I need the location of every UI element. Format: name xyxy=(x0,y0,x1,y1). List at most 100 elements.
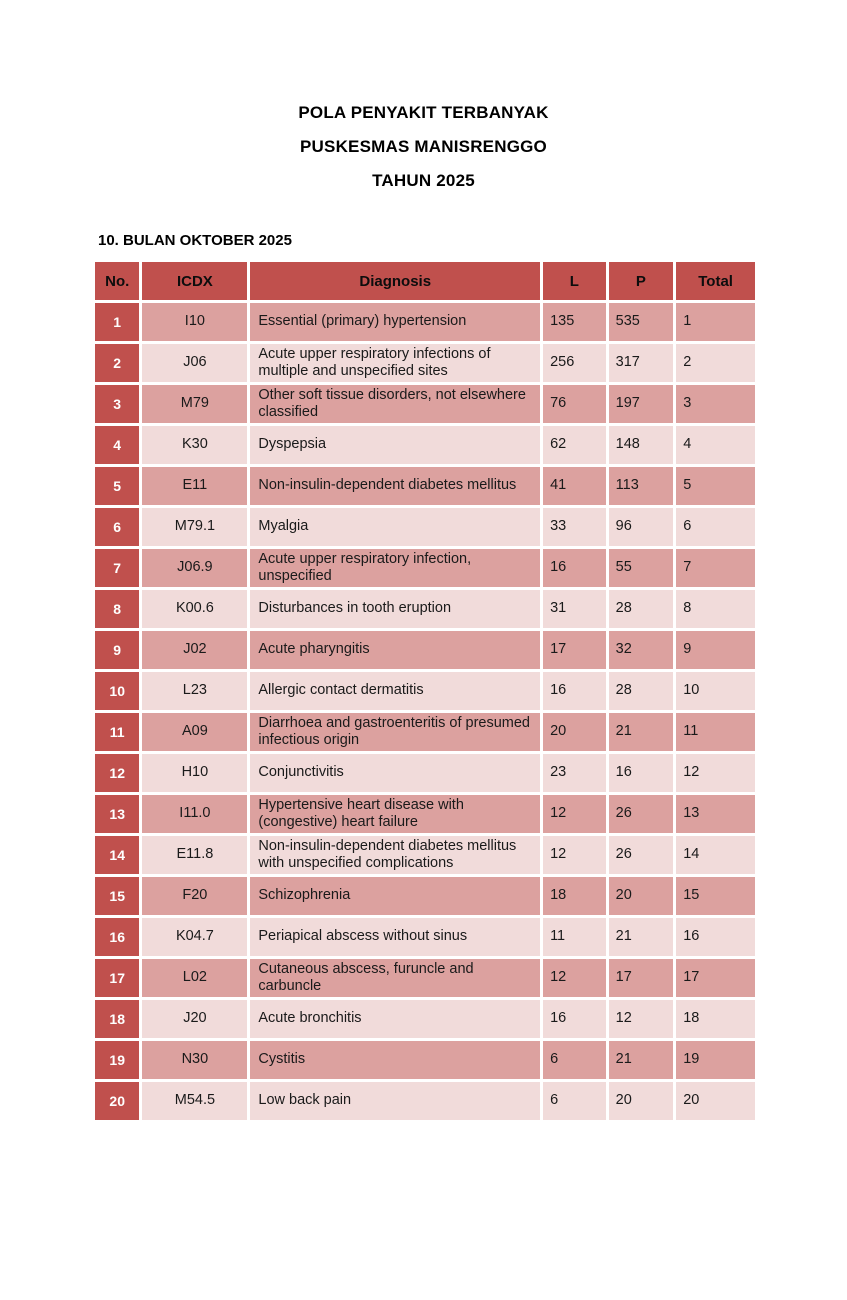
rank-cell: 10 xyxy=(95,672,140,710)
p-count-cell: 113 xyxy=(608,467,674,505)
total-cell: 8 xyxy=(676,590,755,628)
icdx-cell: K00.6 xyxy=(142,590,248,628)
table-row: 10 L23 Allergic contact dermatitis 16 28 10 xyxy=(95,672,755,710)
l-count-cell: 18 xyxy=(543,877,606,915)
icdx-cell: I10 xyxy=(142,303,248,341)
rank-cell: 18 xyxy=(95,1000,140,1038)
p-count-cell: 26 xyxy=(608,836,674,874)
icdx-cell: J06.9 xyxy=(142,549,248,587)
rank-cell: 16 xyxy=(95,918,140,956)
icdx-cell: J02 xyxy=(142,631,248,669)
total-cell: 6 xyxy=(676,508,755,546)
rank-cell: 5 xyxy=(95,467,140,505)
p-count-cell: 317 xyxy=(608,344,674,382)
rank-cell: 7 xyxy=(95,549,140,587)
table-row: 13 I11.0 Hypertensive heart disease with (… xyxy=(95,795,755,833)
l-count-cell: 135 xyxy=(543,303,606,341)
table-row: 5 E11 Non-insulin-dependent diabetes melli… xyxy=(95,467,755,505)
rank-cell: 2 xyxy=(95,344,140,382)
table-row: 17 L02 Cutaneous abscess, furuncle and car… xyxy=(95,959,755,997)
column-header-no: No. xyxy=(95,262,140,300)
p-count-cell: 148 xyxy=(608,426,674,464)
diagnosis-cell: Dyspepsia xyxy=(250,426,541,464)
rank-cell: 3 xyxy=(95,385,140,423)
table-row: 16 K04.7 Periapical abscess without sinus 1… xyxy=(95,918,755,956)
report-title-line-1: POLA PENYAKIT TERBANYAK xyxy=(298,103,549,122)
column-header-icdx: ICDX xyxy=(142,262,248,300)
l-count-cell: 12 xyxy=(543,836,606,874)
icdx-cell: N30 xyxy=(142,1041,248,1079)
p-count-cell: 28 xyxy=(608,672,674,710)
l-count-cell: 16 xyxy=(543,549,606,587)
rank-cell: 8 xyxy=(95,590,140,628)
table-row: 20 M54.5 Low back pain 6 20 20 xyxy=(95,1082,755,1120)
diagnosis-cell: Acute upper respiratory infections of mu… xyxy=(250,344,541,382)
diagnosis-cell: Schizophrenia xyxy=(250,877,541,915)
p-count-cell: 20 xyxy=(608,877,674,915)
total-cell: 4 xyxy=(676,426,755,464)
total-cell: 1 xyxy=(676,303,755,341)
p-count-cell: 535 xyxy=(608,303,674,341)
disease-table-body: 1 I10 Essential (primary) hypertension 135 5… xyxy=(95,303,755,1120)
table-row: 19 N30 Cystitis 6 21 19 xyxy=(95,1041,755,1079)
diagnosis-cell: Periapical abscess without sinus xyxy=(250,918,541,956)
icdx-cell: K30 xyxy=(142,426,248,464)
p-count-cell: 28 xyxy=(608,590,674,628)
report-title-line-2: PUSKESMAS MANISRENGGO xyxy=(300,137,547,156)
icdx-cell: J06 xyxy=(142,344,248,382)
icdx-cell: M54.5 xyxy=(142,1082,248,1120)
icdx-cell: E11 xyxy=(142,467,248,505)
l-count-cell: 23 xyxy=(543,754,606,792)
diagnosis-cell: Essential (primary) hypertension xyxy=(250,303,541,341)
p-count-cell: 96 xyxy=(608,508,674,546)
column-header-l: L xyxy=(543,262,606,300)
rank-cell: 15 xyxy=(95,877,140,915)
diagnosis-cell: Other soft tissue disorders, not elsewhe… xyxy=(250,385,541,423)
rank-cell: 17 xyxy=(95,959,140,997)
icdx-cell: A09 xyxy=(142,713,248,751)
icdx-cell: J20 xyxy=(142,1000,248,1038)
table-row: 2 J06 Acute upper respiratory infections o… xyxy=(95,344,755,382)
p-count-cell: 21 xyxy=(608,918,674,956)
table-row: 6 M79.1 Myalgia 33 96 6 xyxy=(95,508,755,546)
total-cell: 20 xyxy=(676,1082,755,1120)
total-cell: 7 xyxy=(676,549,755,587)
l-count-cell: 6 xyxy=(543,1082,606,1120)
l-count-cell: 12 xyxy=(543,795,606,833)
diagnosis-cell: Hypertensive heart disease with (congest… xyxy=(250,795,541,833)
rank-cell: 20 xyxy=(95,1082,140,1120)
column-header-total: Total xyxy=(676,262,755,300)
rank-cell: 11 xyxy=(95,713,140,751)
diagnosis-cell: Conjunctivitis xyxy=(250,754,541,792)
column-header-diagnosis: Diagnosis xyxy=(250,262,541,300)
l-count-cell: 16 xyxy=(543,672,606,710)
disease-table: No. ICDX Diagnosis L P Total 1 I10 Essenti… xyxy=(92,259,758,1123)
icdx-cell: M79 xyxy=(142,385,248,423)
table-row: 11 A09 Diarrhoea and gastroenteritis of pr… xyxy=(95,713,755,751)
icdx-cell: K04.7 xyxy=(142,918,248,956)
table-row: 7 J06.9 Acute upper respiratory infection,… xyxy=(95,549,755,587)
diagnosis-cell: Low back pain xyxy=(250,1082,541,1120)
icdx-cell: H10 xyxy=(142,754,248,792)
diagnosis-cell: Disturbances in tooth eruption xyxy=(250,590,541,628)
diagnosis-cell: Non-insulin-dependent diabetes mellitus xyxy=(250,467,541,505)
p-count-cell: 197 xyxy=(608,385,674,423)
total-cell: 12 xyxy=(676,754,755,792)
total-cell: 3 xyxy=(676,385,755,423)
p-count-cell: 16 xyxy=(608,754,674,792)
icdx-cell: E11.8 xyxy=(142,836,248,874)
p-count-cell: 55 xyxy=(608,549,674,587)
diagnosis-cell: Myalgia xyxy=(250,508,541,546)
table-row: 18 J20 Acute bronchitis 16 12 18 xyxy=(95,1000,755,1038)
rank-cell: 1 xyxy=(95,303,140,341)
p-count-cell: 17 xyxy=(608,959,674,997)
diagnosis-cell: Acute upper respiratory infection, unspe… xyxy=(250,549,541,587)
total-cell: 10 xyxy=(676,672,755,710)
p-count-cell: 21 xyxy=(608,713,674,751)
l-count-cell: 16 xyxy=(543,1000,606,1038)
total-cell: 17 xyxy=(676,959,755,997)
rank-cell: 13 xyxy=(95,795,140,833)
table-row: 3 M79 Other soft tissue disorders, not els… xyxy=(95,385,755,423)
l-count-cell: 20 xyxy=(543,713,606,751)
